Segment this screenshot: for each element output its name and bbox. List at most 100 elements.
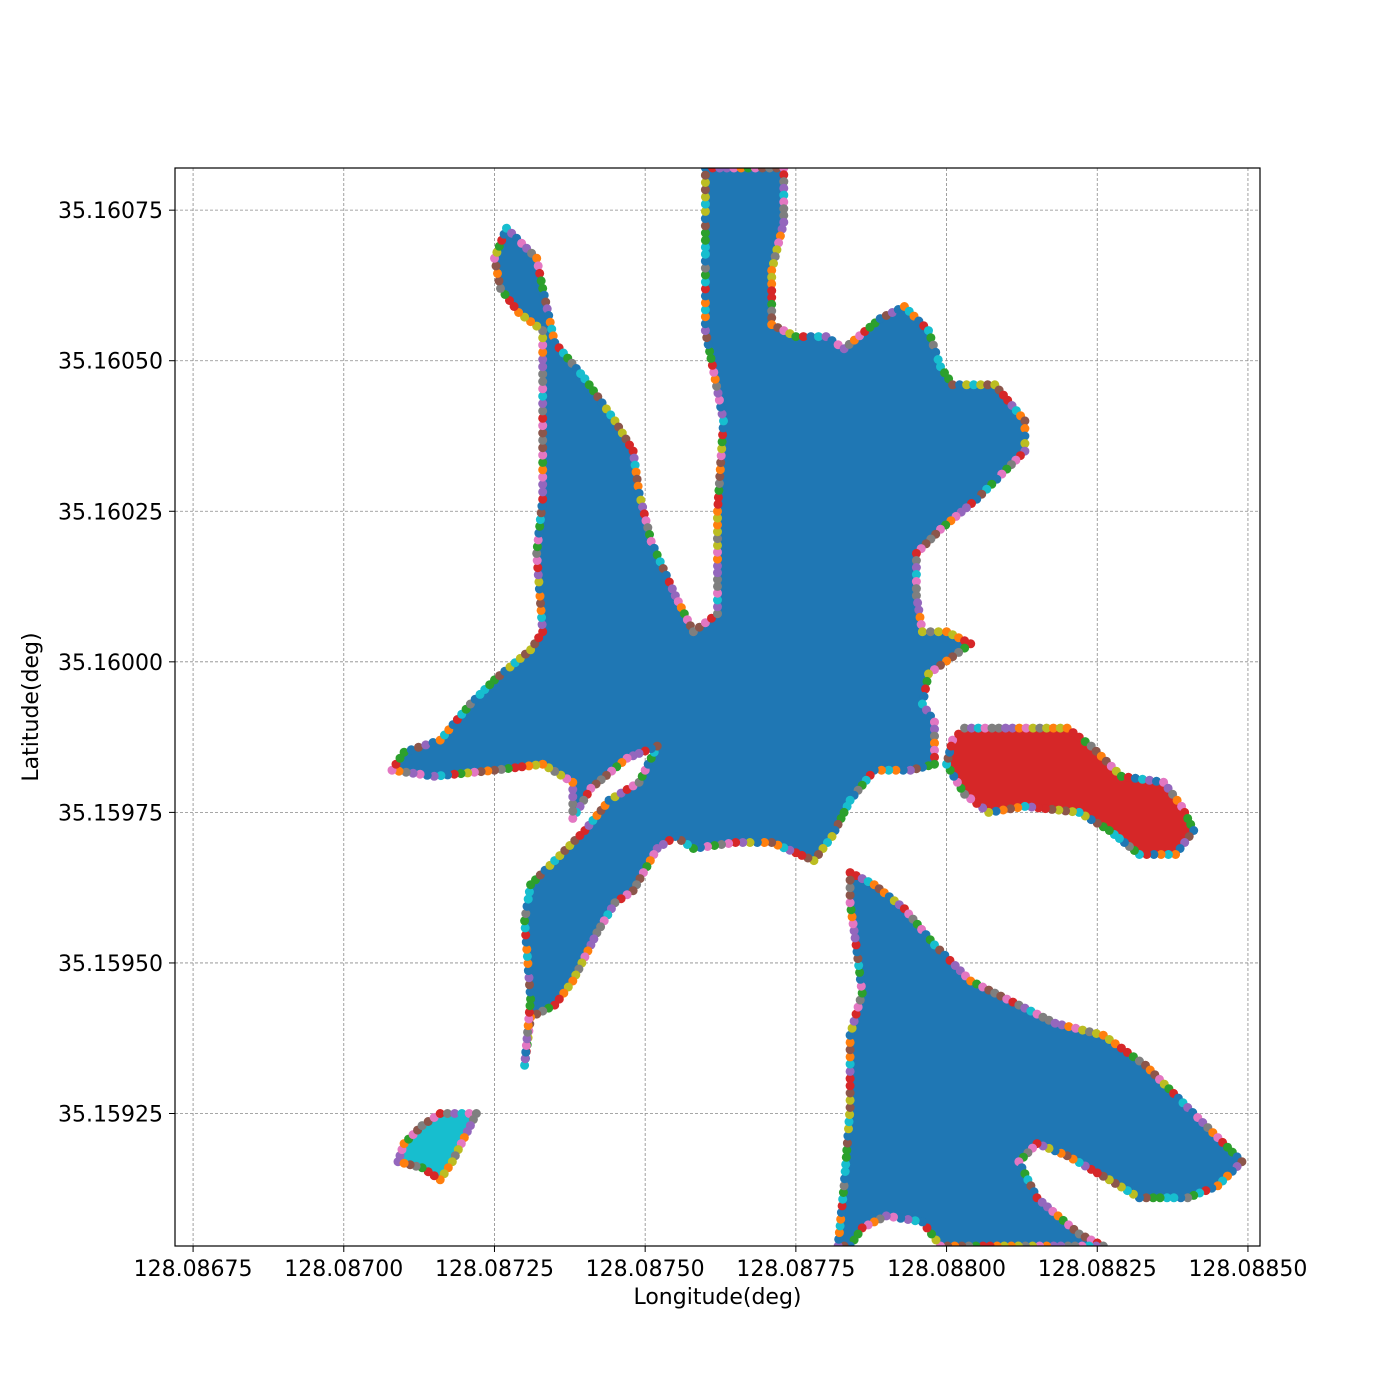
boundary-point <box>538 450 548 460</box>
boundary-point <box>707 360 717 370</box>
boundary-point <box>1056 1241 1066 1246</box>
boundary-point <box>834 1234 844 1244</box>
boundary-point <box>535 591 545 601</box>
boundary-point <box>1077 1241 1087 1246</box>
boundary-point <box>537 501 547 511</box>
boundary-point <box>842 1138 852 1148</box>
boundary-point <box>1020 424 1030 433</box>
boundary-point <box>700 242 710 252</box>
boundary-point <box>538 627 548 637</box>
x-axis-label: Longitude(deg) <box>633 1285 801 1310</box>
boundary-point <box>854 961 864 970</box>
boundary-point <box>700 214 710 224</box>
boundary-point <box>1071 1023 1081 1033</box>
boundary-point <box>849 1016 859 1026</box>
boundary-point <box>845 875 855 885</box>
boundary-point <box>1047 804 1057 814</box>
boundary-point <box>538 333 548 343</box>
boundary-point <box>1091 1241 1101 1246</box>
boundary-point <box>538 399 548 408</box>
boundary-point <box>973 723 983 733</box>
boundary-point <box>955 380 965 390</box>
boundary-point <box>743 168 753 173</box>
boundary-point <box>717 409 727 419</box>
boundary-point <box>845 1081 855 1091</box>
boundary-point <box>1057 1020 1067 1030</box>
boundary-point <box>700 199 710 209</box>
boundary-point <box>700 185 710 195</box>
boundary-point <box>525 1001 535 1011</box>
boundary-point <box>1040 804 1050 814</box>
boundary-point <box>520 916 530 926</box>
boundary-point <box>456 769 466 779</box>
boundary-point <box>664 577 674 587</box>
boundary-point <box>1171 850 1181 859</box>
boundary-point <box>722 168 732 173</box>
boundary-point <box>999 1241 1009 1246</box>
boundary-point <box>845 883 855 893</box>
y-tick-label: 35.16050 <box>58 350 163 375</box>
boundary-point <box>524 761 534 771</box>
boundary-point <box>568 792 578 802</box>
boundary-point <box>1070 1241 1080 1246</box>
boundary-point <box>931 347 941 357</box>
boundary-point <box>992 1241 1002 1246</box>
boundary-point <box>779 177 789 187</box>
boundary-point <box>806 332 816 342</box>
boundary-point <box>976 380 986 390</box>
boundary-point <box>538 347 548 357</box>
boundary-point <box>1084 1241 1094 1246</box>
boundary-point <box>845 1037 855 1047</box>
boundary-point <box>700 206 710 216</box>
boundary-point <box>857 988 867 998</box>
y-tick-label: 35.15975 <box>58 801 163 826</box>
boundary-point <box>631 467 641 477</box>
boundary-points <box>387 168 1247 1246</box>
boundary-point <box>798 332 808 342</box>
boundary-point <box>845 1103 855 1112</box>
boundary-point <box>978 1241 988 1246</box>
boundary-point <box>853 954 863 964</box>
boundary-point <box>538 421 548 431</box>
boundary-point <box>532 542 542 552</box>
boundary-point <box>950 1241 960 1246</box>
boundary-point <box>779 170 789 180</box>
boundary-point <box>496 283 505 293</box>
boundary-point <box>537 620 547 630</box>
boundary-point <box>641 516 651 526</box>
boundary-point <box>401 767 411 777</box>
boundary-point <box>525 987 535 997</box>
boundary-point <box>916 620 926 629</box>
boundary-point <box>628 446 638 456</box>
boundary-point <box>1176 1193 1186 1203</box>
x-tick-label: 128.08725 <box>435 1257 554 1282</box>
boundary-point <box>898 765 908 775</box>
boundary-point <box>408 768 418 778</box>
boundary-point <box>954 729 964 739</box>
boundary-point <box>1163 850 1173 859</box>
boundary-point <box>532 253 542 263</box>
boundary-point <box>991 806 1001 816</box>
boundary-point <box>767 299 777 309</box>
boundary-point <box>717 437 727 447</box>
boundary-point <box>1042 1241 1052 1246</box>
boundary-point <box>536 598 545 608</box>
boundary-point <box>719 416 728 426</box>
boundary-point <box>700 298 710 308</box>
boundary-point <box>695 843 705 852</box>
boundary-point <box>840 1167 850 1176</box>
boundary-point <box>836 1208 846 1217</box>
boundary-point <box>845 890 855 900</box>
boundary-point <box>767 313 777 323</box>
boundary-point <box>712 381 722 391</box>
boundary-point <box>493 268 502 278</box>
boundary-point <box>524 1007 534 1017</box>
boundary-point <box>845 898 855 908</box>
boundary-point <box>1027 802 1037 812</box>
boundary-point <box>538 494 548 504</box>
boundary-point <box>957 1241 967 1246</box>
boundary-point <box>700 235 710 245</box>
boundary-point <box>891 765 901 775</box>
boundary-point <box>700 221 710 231</box>
boundary-point <box>713 561 722 571</box>
